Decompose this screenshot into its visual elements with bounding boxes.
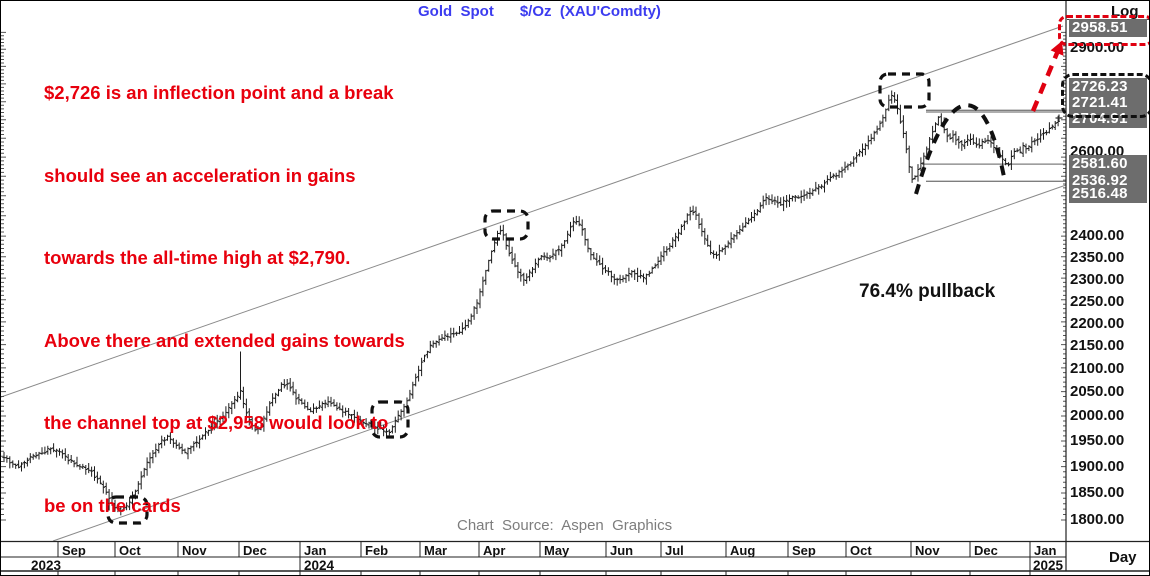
- month-label: Feb: [365, 543, 389, 558]
- month-label: Nov: [915, 543, 940, 558]
- year-label-2025: 2025: [1033, 557, 1064, 573]
- pullback-label: 76.4% pullback: [859, 281, 996, 302]
- analyst-annotation: $2,726 is an inflection point and a brea…: [44, 24, 405, 574]
- y-axis-price-label: 2000.00: [1070, 407, 1125, 424]
- chart-title: Gold Spot $/Oz (XAU'Comdty): [418, 3, 661, 20]
- y-axis-price-label: 2250.00: [1070, 293, 1125, 310]
- y-axis-price-label: 2400.00: [1070, 227, 1125, 244]
- month-label: Jul: [665, 543, 684, 558]
- year-label-2024: 2024: [304, 557, 335, 573]
- y-axis-price-label: 2200.00: [1070, 315, 1125, 332]
- month-label: May: [544, 543, 570, 558]
- y-axis-price-label: 1900.00: [1070, 458, 1125, 475]
- month-label: Jun: [610, 543, 634, 558]
- chart-title-contract: $/Oz (XAU'Comdty): [519, 3, 661, 20]
- month-label: Oct: [850, 543, 872, 558]
- month-label: Apr: [483, 543, 506, 558]
- annotation-line: Above there and extended gains towards: [44, 329, 405, 351]
- y-axis-price-label-highlighted: 2516.48: [1069, 185, 1147, 203]
- month-dividers: [57, 542, 1031, 571]
- y-axis-price-label: 2100.00: [1070, 360, 1125, 377]
- pattern-highlight-box: [370, 400, 410, 439]
- period-label: Day: [1109, 549, 1137, 566]
- pattern-highlight-box: [878, 72, 931, 109]
- month-label: Dec: [243, 543, 267, 558]
- pattern-highlight-box: [106, 495, 149, 525]
- y-axis-price-label: 1800.00: [1070, 511, 1125, 528]
- y-axis-price-label: 2350.00: [1070, 249, 1125, 266]
- month-label: Oct: [119, 543, 141, 558]
- y-axis-price-label: 2150.00: [1070, 337, 1125, 354]
- source-block: Chart Source: Aspen Graphics Data Source…: [457, 480, 673, 576]
- y-axis-price-label: 2300.00: [1070, 271, 1125, 288]
- year-label-2023: 2023: [31, 557, 62, 573]
- annotation-line: be on the cards: [44, 494, 181, 516]
- y-axis-price-label-highlighted: 2958.51: [1069, 19, 1147, 37]
- month-label: Mar: [424, 543, 448, 558]
- channel-bottom-line: [52, 184, 1067, 542]
- projection-arrow-head: [1050, 41, 1064, 56]
- last-price-marker: [1055, 114, 1063, 122]
- month-label: Jan: [1034, 543, 1057, 558]
- y-axis-price-label-highlighted: 2721.41: [1069, 94, 1147, 112]
- y-axis-price-label-highlighted: 2581.60: [1069, 155, 1147, 173]
- month-label: Sep: [792, 543, 816, 558]
- chart-source-line: Chart Source: Aspen Graphics: [457, 517, 673, 534]
- y-axis-price-label: 1950.00: [1070, 432, 1125, 449]
- annotation-line: should see an acceleration in gains: [44, 164, 356, 186]
- resistance-labels-highlight-box: [1061, 73, 1149, 118]
- month-label: Aug: [730, 543, 756, 558]
- month-label: Nov: [182, 543, 207, 558]
- ohlc-open-ticks: [2, 95, 1059, 511]
- channel-top-line: [1, 25, 1064, 398]
- month-label: Sep: [62, 543, 86, 558]
- y-axis-price-label-highlighted: 2704.91: [1069, 110, 1147, 128]
- y-axis-price-label: 1850.00: [1070, 484, 1125, 501]
- annotation-line: $2,726 is an inflection point and a brea…: [44, 82, 394, 103]
- y-axis-price-label: 2050.00: [1070, 383, 1125, 400]
- annotation-line: the channel top at $2,958 would look to: [44, 412, 389, 433]
- pattern-highlight-box: [483, 209, 530, 241]
- bottom-sub-ticks: [57, 571, 1031, 575]
- data-source-line: Data Source: Bloomberg: [457, 573, 672, 576]
- chart-title-symbol: Gold Spot: [418, 3, 494, 20]
- target-price-highlight-box: [1058, 15, 1149, 46]
- month-label: Jan: [304, 543, 327, 558]
- pullback-arc: [914, 103, 1007, 195]
- annotation-line: towards the all-time high at $2,790.: [44, 247, 351, 268]
- month-label: Dec: [974, 543, 998, 558]
- y-axis-price-label-highlighted: 2726.23: [1069, 78, 1147, 96]
- log-axis-ticks: [1, 31, 1066, 521]
